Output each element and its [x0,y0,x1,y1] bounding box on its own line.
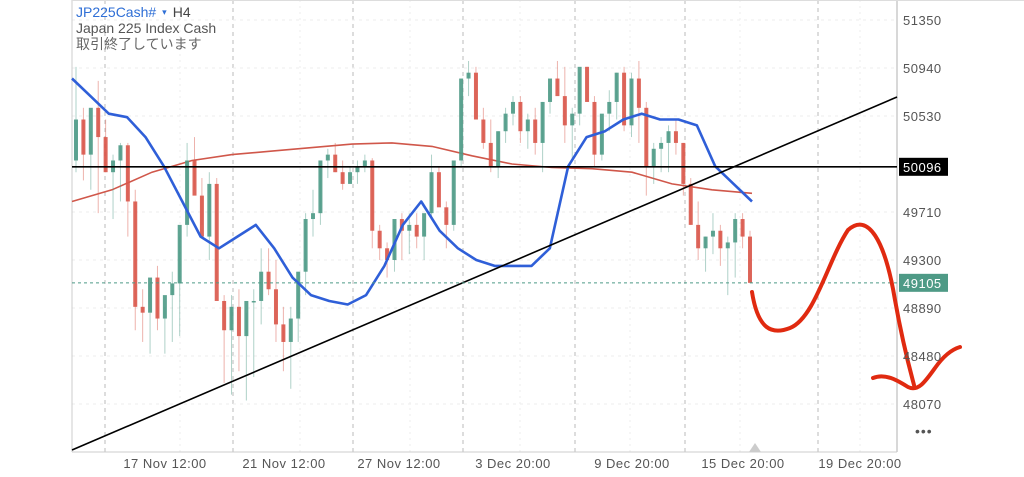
time-axis-label: 21 Nov 12:00 [242,456,325,471]
price-axis-label: 50530 [903,109,942,124]
slow-moving-average-line [71,142,753,203]
freehand-drawing[interactable] [750,222,962,391]
symbol-name[interactable]: JP225Cash# [76,4,157,20]
price-axis-label: 48480 [903,349,942,364]
time-axis-label: 3 Dec 20:00 [475,456,551,471]
axes[interactable]: 51350 50940 50530 49710 49300 48890 48480 48070… [123,13,948,471]
time-axis-label: 9 Dec 20:00 [594,456,670,471]
market-status: 取引終了しています [76,36,202,52]
fast-moving-average-line [71,77,753,306]
more-horizontal-icon[interactable]: ••• [915,423,933,439]
time-axis-label: 27 Nov 12:00 [357,456,440,471]
time-axis-label: 15 Dec 20:00 [701,456,784,471]
time-axis-label: 17 Nov 12:00 [123,456,206,471]
horizontal-line-price-label: 50096 [903,160,942,175]
price-axis-label: 48890 [903,301,942,316]
price-axis-label: 51350 [903,13,942,28]
instrument-name: Japan 225 Index Cash [76,20,217,36]
price-axis-label: 49300 [903,253,942,268]
candlestick-series [74,60,752,401]
time-axis-label: 19 Dec 20:00 [818,456,901,471]
symbol-row[interactable]: JP225Cash# ▾ H4 [76,4,216,20]
triangle-up-icon[interactable] [749,443,761,452]
timeframe-label[interactable]: H4 [172,4,191,20]
price-axis-label: 50940 [903,61,942,76]
price-axis-label: 49710 [903,205,942,220]
drawn-lines[interactable] [71,96,898,451]
chevron-down-icon[interactable]: ▾ [162,7,167,17]
current-price-label: 49105 [903,276,942,291]
price-axis-label: 48070 [903,397,942,412]
chart-header: JP225Cash# ▾ H4 Japan 225 Index Cash 取引終… [76,4,216,52]
